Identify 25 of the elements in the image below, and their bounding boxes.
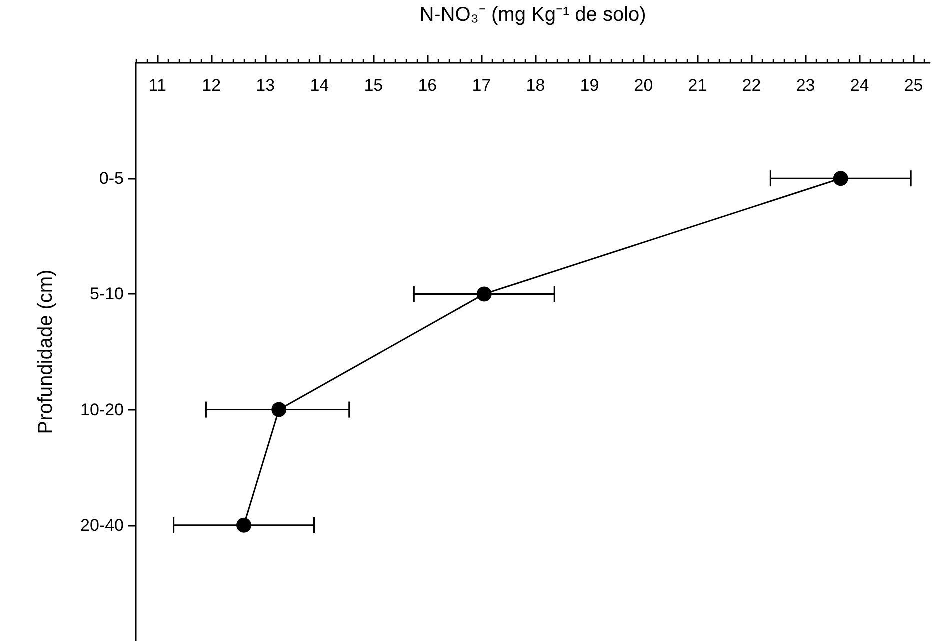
x-tick-label: 11 (148, 76, 166, 95)
y-tick-label: 5-10 (90, 284, 124, 304)
x-tick-label: 15 (364, 76, 384, 95)
point (476, 286, 492, 302)
y-tick-label: 20-40 (80, 516, 124, 535)
point (833, 171, 848, 186)
x-tick-label: 21 (688, 76, 708, 95)
x-tick-label: 23 (796, 76, 816, 95)
x-tick-label: 12 (202, 76, 222, 95)
point (272, 402, 287, 418)
x-tick-label: 25 (904, 76, 924, 95)
x-tick-label: 24 (850, 76, 870, 95)
x-tick-label: 14 (310, 76, 330, 95)
x-tick-label: 13 (256, 76, 276, 95)
y-tick-label: 0-5 (99, 169, 124, 188)
x-tick-label: 22 (742, 76, 762, 95)
x-axis-title: N-NO₃⁻ (mg Kg⁻¹ de solo) (420, 4, 646, 26)
point (236, 518, 252, 533)
x-tick-label: 18 (526, 76, 546, 95)
x-tick-label: 17 (472, 76, 492, 95)
x-tick-label: 20 (634, 76, 654, 95)
y-tick-label: 10-20 (80, 400, 124, 420)
x-tick-label: 16 (418, 76, 438, 95)
y-axis-title: Profundidade (cm) (35, 270, 57, 434)
x-tick-label: 19 (580, 76, 600, 95)
